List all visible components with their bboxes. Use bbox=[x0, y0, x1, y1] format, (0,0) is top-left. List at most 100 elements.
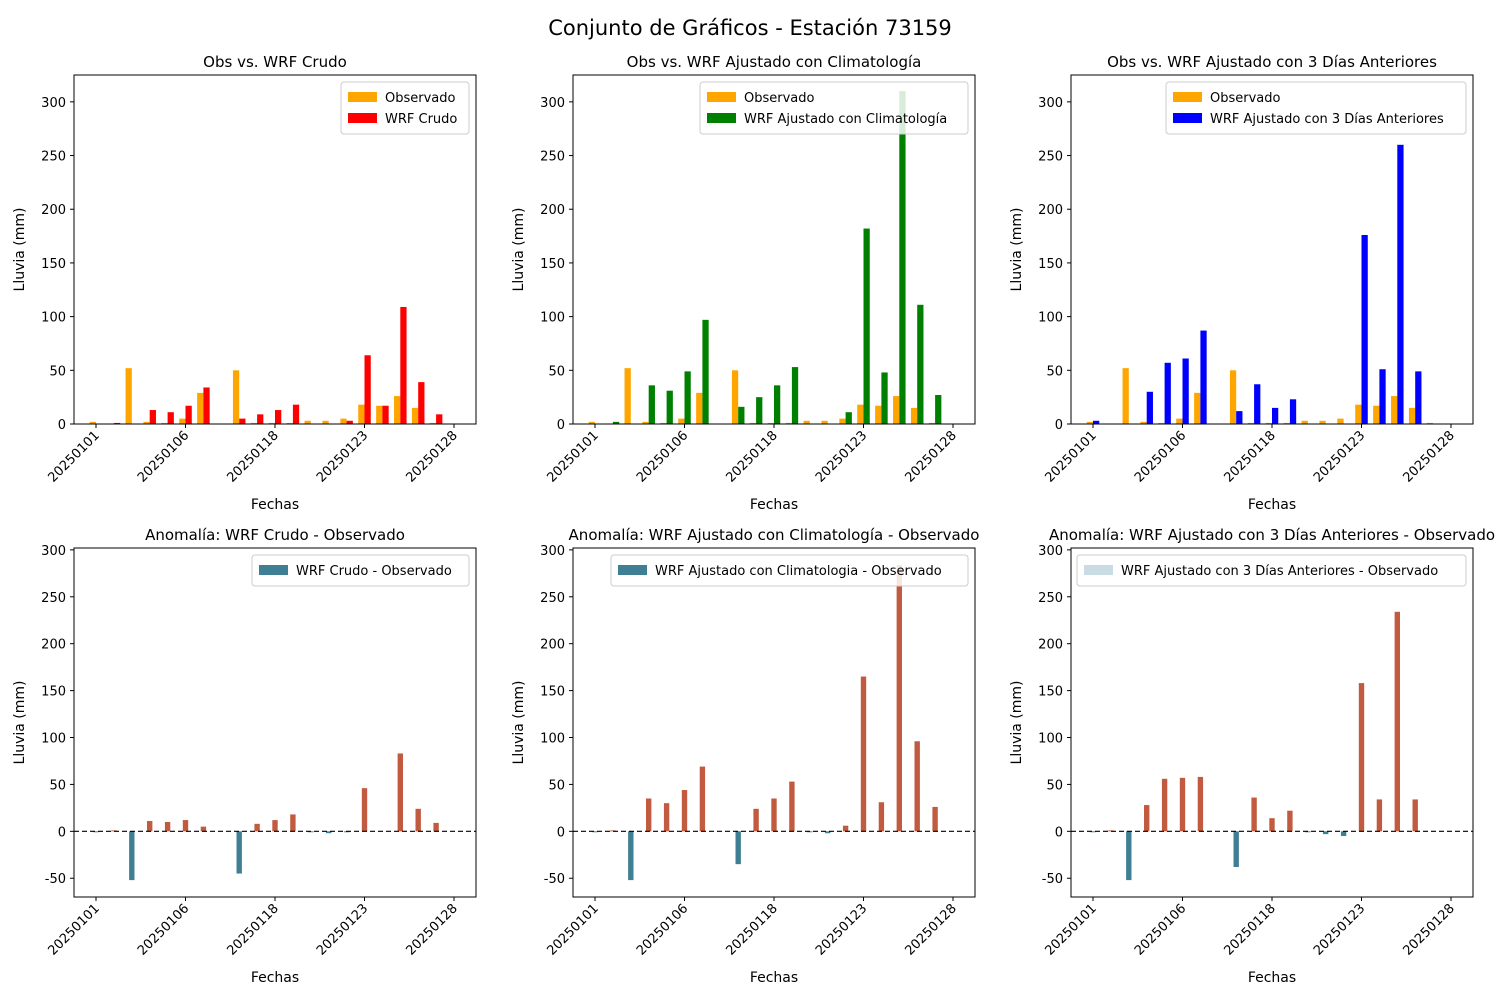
y-tick-label: 50 bbox=[548, 364, 565, 379]
bar-anomaly-5 bbox=[681, 790, 688, 832]
y-tick-label: 150 bbox=[540, 257, 565, 272]
x-tick-label: 20250101 bbox=[1042, 901, 1099, 958]
bar-wrf-3 bbox=[648, 385, 655, 424]
y-tick-label: -50 bbox=[544, 872, 565, 887]
y-tick-label: 100 bbox=[41, 311, 66, 326]
legend-label: Observado bbox=[744, 91, 815, 106]
bar-wrf-17 bbox=[899, 91, 906, 424]
y-axis-label: Lluvia (mm) bbox=[12, 208, 28, 292]
y-tick-label: 200 bbox=[1038, 638, 1063, 653]
bar-wrf-3 bbox=[149, 410, 156, 424]
bar-anomaly-2 bbox=[1126, 831, 1132, 881]
bar-observado-9 bbox=[250, 422, 258, 424]
bar-anomaly-3 bbox=[646, 798, 652, 832]
y-tick-label: 150 bbox=[41, 257, 66, 272]
legend-swatch bbox=[707, 113, 736, 123]
bar-wrf-3 bbox=[1146, 391, 1153, 424]
y-tick-label: 50 bbox=[1046, 778, 1063, 793]
bar-wrf-4 bbox=[1164, 362, 1171, 424]
x-axis-label: Fechas bbox=[750, 970, 798, 986]
bar-wrf-8 bbox=[1236, 411, 1243, 424]
legend-box bbox=[610, 554, 969, 587]
y-tick-label: 50 bbox=[49, 778, 66, 793]
x-tick-label: 20250128 bbox=[403, 428, 460, 485]
bar-wrf-10 bbox=[774, 385, 781, 424]
chart-6: Anomalía: WRF Ajustado con 3 Días Anteri… bbox=[1009, 526, 1495, 986]
legend-swatch bbox=[1084, 565, 1113, 575]
bar-anomaly-3 bbox=[147, 821, 153, 832]
x-tick-label: 20250123 bbox=[314, 901, 371, 958]
bar-anomaly-15 bbox=[361, 788, 368, 832]
bar-wrf-6 bbox=[702, 319, 709, 424]
bar-observado-14 bbox=[839, 418, 846, 424]
x-axis-label: Fechas bbox=[750, 497, 798, 513]
y-tick-label: 250 bbox=[41, 591, 66, 606]
bar-anomaly-18 bbox=[1412, 799, 1418, 832]
bar-observado-14 bbox=[340, 418, 347, 424]
bar-observado-17 bbox=[893, 396, 900, 424]
legend-swatch bbox=[259, 565, 288, 575]
y-tick-label: 250 bbox=[1038, 591, 1063, 606]
bar-observado-11 bbox=[785, 422, 792, 424]
x-tick-label: 20250101 bbox=[45, 428, 102, 485]
bar-anomaly-15 bbox=[1358, 683, 1365, 832]
y-tick-label: 50 bbox=[49, 364, 66, 379]
y-axis-label: Lluvia (mm) bbox=[1009, 681, 1025, 765]
bar-anomaly-17 bbox=[1394, 611, 1400, 832]
bar-anomaly-11 bbox=[789, 781, 795, 832]
bar-anomaly-13 bbox=[1323, 831, 1329, 835]
legend-box bbox=[1076, 554, 1467, 587]
y-tick-label: 250 bbox=[540, 150, 565, 165]
bar-anomaly-13 bbox=[825, 831, 831, 834]
y-axis-label: Lluvia (mm) bbox=[511, 208, 527, 292]
bar-wrf-15 bbox=[364, 355, 371, 424]
bar-wrf-17 bbox=[1397, 144, 1404, 425]
x-tick-label: 20250128 bbox=[403, 901, 460, 958]
bar-wrf-14 bbox=[346, 420, 353, 424]
bar-wrf-9 bbox=[257, 414, 264, 424]
bar-anomaly-9 bbox=[254, 823, 260, 832]
chart-title: Anomalía: WRF Crudo - Observado bbox=[145, 526, 405, 544]
bar-wrf-18 bbox=[917, 304, 924, 424]
y-tick-label: 100 bbox=[1038, 311, 1063, 326]
bar-wrf-0 bbox=[1093, 420, 1100, 424]
y-tick-label: 300 bbox=[1038, 96, 1063, 111]
bar-observado-2 bbox=[1122, 368, 1129, 424]
bar-wrf-8 bbox=[738, 406, 745, 424]
x-tick-label: 20250106 bbox=[1132, 901, 1189, 958]
x-tick-label: 20250118 bbox=[224, 428, 281, 485]
y-tick-label: 0 bbox=[1055, 825, 1063, 840]
bar-anomaly-15 bbox=[860, 676, 867, 832]
bar-observado-5 bbox=[678, 418, 685, 424]
bar-anomaly-10 bbox=[1269, 818, 1275, 832]
x-tick-label: 20250101 bbox=[45, 901, 102, 958]
x-tick-label: 20250101 bbox=[544, 901, 601, 958]
bar-anomaly-18 bbox=[415, 808, 421, 832]
chart-2: Obs vs. WRF Ajustado con Climatología 0 50… bbox=[511, 53, 976, 513]
bar-observado-10 bbox=[268, 422, 275, 424]
bar-observado-6 bbox=[197, 392, 204, 424]
chart-5: Anomalía: WRF Ajustado con Climatología … bbox=[511, 526, 979, 986]
bar-observado-14 bbox=[1337, 418, 1344, 424]
bar-wrf-4 bbox=[167, 412, 174, 424]
chart-4: Anomalía: WRF Crudo - Observado -50 0 50 100… bbox=[12, 526, 477, 986]
bar-anomaly-8 bbox=[236, 831, 242, 874]
legend-label: Observado bbox=[385, 91, 456, 106]
y-tick-label: -50 bbox=[45, 872, 66, 887]
bar-anomaly-0 bbox=[1090, 831, 1096, 833]
bar-wrf-11 bbox=[292, 404, 300, 424]
bar-observado-17 bbox=[1391, 396, 1398, 424]
chart-title: Anomalía: WRF Ajustado con Climatología … bbox=[569, 526, 980, 544]
bar-anomaly-11 bbox=[290, 814, 296, 832]
bar-anomaly-9 bbox=[753, 808, 759, 832]
bar-observado-12 bbox=[803, 420, 810, 424]
x-tick-label: 20250123 bbox=[1311, 428, 1368, 485]
bar-wrf-9 bbox=[1254, 384, 1261, 424]
bar-wrf-16 bbox=[1379, 369, 1386, 424]
y-tick-label: 0 bbox=[557, 418, 565, 433]
x-tick-label: 20250123 bbox=[1311, 901, 1368, 958]
bar-wrf-1 bbox=[113, 422, 121, 424]
x-tick-label: 20250118 bbox=[1221, 901, 1278, 958]
bar-anomaly-10 bbox=[272, 820, 278, 832]
bar-anomaly-0 bbox=[592, 831, 598, 833]
